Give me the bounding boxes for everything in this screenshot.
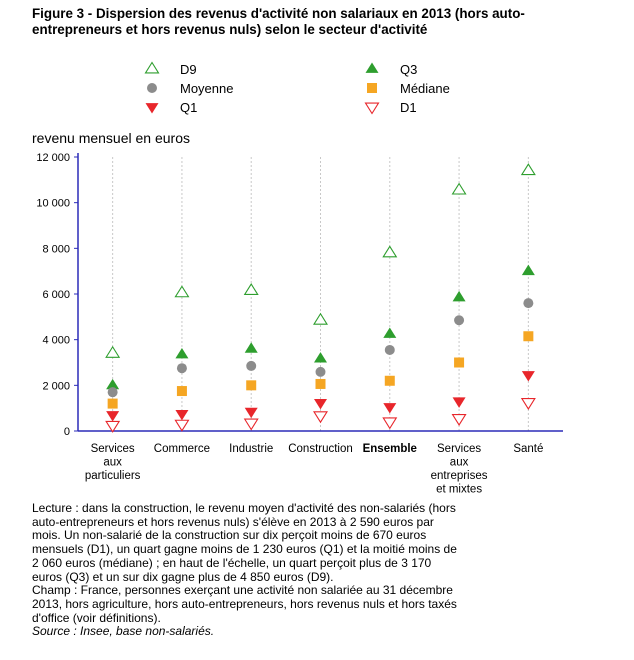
x-tick-label: Services aux particuliers (85, 443, 141, 482)
legend-marker-q3 (365, 62, 379, 73)
point-moyenne (454, 315, 465, 326)
y-tick-label: 12 000 (36, 152, 70, 164)
x-tick-label-line: et mixtes (436, 484, 482, 496)
point-d9 (520, 163, 536, 176)
y-tick-label: 6 000 (42, 289, 70, 301)
y-tick-label: 8 000 (42, 243, 70, 255)
point-q3 (314, 352, 327, 363)
x-tick-label-line: Santé (513, 443, 543, 455)
point-médiane (454, 357, 465, 368)
point-d1 (105, 420, 121, 433)
y-tick-label: 4 000 (42, 335, 70, 347)
x-tick-label-line: entreprises (431, 470, 488, 482)
legend-label-moyenne: Moyenne (180, 81, 233, 96)
point-moyenne (384, 344, 395, 355)
point-d9 (105, 345, 121, 358)
point-q3 (244, 342, 258, 353)
chart-title: Figure 3 - Dispersion des revenus d'acti… (32, 6, 525, 37)
grid (112, 157, 529, 431)
notes: Lecture : dans la construction, le reven… (32, 501, 462, 639)
point-moyenne (523, 298, 534, 309)
point-d1 (451, 413, 467, 426)
point-d1 (382, 417, 398, 430)
x-tick-label-line: particuliers (85, 470, 141, 482)
point-d1 (520, 398, 536, 410)
legend-label-q1: Q1 (180, 100, 197, 115)
point-médiane (176, 386, 187, 397)
point-d9 (451, 182, 467, 195)
axes (77, 153, 563, 432)
point-d9 (174, 285, 190, 298)
x-tick-label: Services aux entreprises et mixtes (431, 443, 488, 496)
point-q1 (106, 411, 120, 422)
point-moyenne (176, 363, 187, 374)
dispersion-chart: D9 Q3 Moyenne Médiane Q1 D1 revenu mensuel en… (32, 61, 563, 496)
point-q1 (244, 407, 258, 419)
x-tick-label-line: Ensemble (363, 443, 417, 455)
point-q1 (452, 397, 466, 408)
legend-label-médiane: Médiane (400, 81, 450, 96)
x-tick-label-line: aux (103, 457, 122, 469)
point-q3 (521, 264, 535, 276)
y-ticks: 0 2 000 4 000 6 000 8 000 10 000 12 000 (36, 152, 78, 438)
point-q3 (175, 348, 189, 359)
x-tick-label-line: Construction (288, 443, 353, 455)
point-moyenne (107, 387, 118, 398)
x-tick-label-line: Services (437, 443, 481, 455)
y-tick-label: 2 000 (42, 380, 70, 392)
point-q3 (106, 378, 120, 390)
point-q1 (314, 399, 327, 410)
data-points (105, 163, 536, 433)
legend-label-d1: D1 (400, 100, 417, 115)
x-tick-label-line: Services (91, 443, 135, 455)
legend-marker-d9 (144, 61, 160, 74)
x-tick-label-line: Commerce (154, 443, 210, 455)
x-tick-label: Construction (288, 443, 353, 455)
point-médiane (523, 331, 534, 342)
x-tick-label: Commerce (154, 443, 210, 455)
x-tick-label: Industrie (229, 443, 273, 455)
lecture-note: Lecture : dans la construction, le reven… (32, 501, 457, 584)
point-d1 (313, 411, 328, 424)
legend-marker-q1 (145, 103, 159, 114)
point-médiane (107, 398, 118, 409)
point-moyenne (246, 360, 257, 371)
point-q1 (521, 371, 535, 382)
point-médiane (384, 375, 395, 386)
point-q3 (383, 327, 397, 338)
point-q1 (175, 409, 189, 421)
x-tick-label: Santé (513, 443, 543, 455)
point-d1 (243, 418, 259, 431)
legend-marker-moyenne (147, 83, 157, 93)
point-médiane (315, 378, 326, 389)
legend-label-q3: Q3 (400, 62, 417, 77)
x-tick-label-line: Industrie (229, 443, 273, 455)
point-d9 (313, 312, 328, 325)
y-axis-label: revenu mensuel en euros (32, 130, 190, 146)
point-moyenne (315, 366, 326, 377)
point-d1 (174, 419, 190, 432)
y-tick-label: 0 (64, 426, 70, 438)
legend-marker-médiane (367, 83, 377, 93)
point-d9 (382, 245, 398, 258)
point-q1 (383, 403, 397, 414)
x-tick-label: Ensemble (363, 443, 417, 455)
legend: D9 Q3 Moyenne Médiane Q1 D1 (144, 61, 450, 115)
x-tick-label-line: aux (450, 457, 469, 469)
point-d9 (243, 283, 259, 296)
legend-marker-d1 (364, 102, 380, 115)
legend-label-d9: D9 (180, 62, 197, 77)
champ-note: Champ : France, personnes exerçant une a… (32, 583, 457, 625)
point-médiane (246, 380, 257, 391)
point-q3 (452, 290, 466, 302)
y-tick-label: 10 000 (36, 198, 70, 210)
source-note: Source : Insee, base non-salariés. (32, 624, 215, 639)
